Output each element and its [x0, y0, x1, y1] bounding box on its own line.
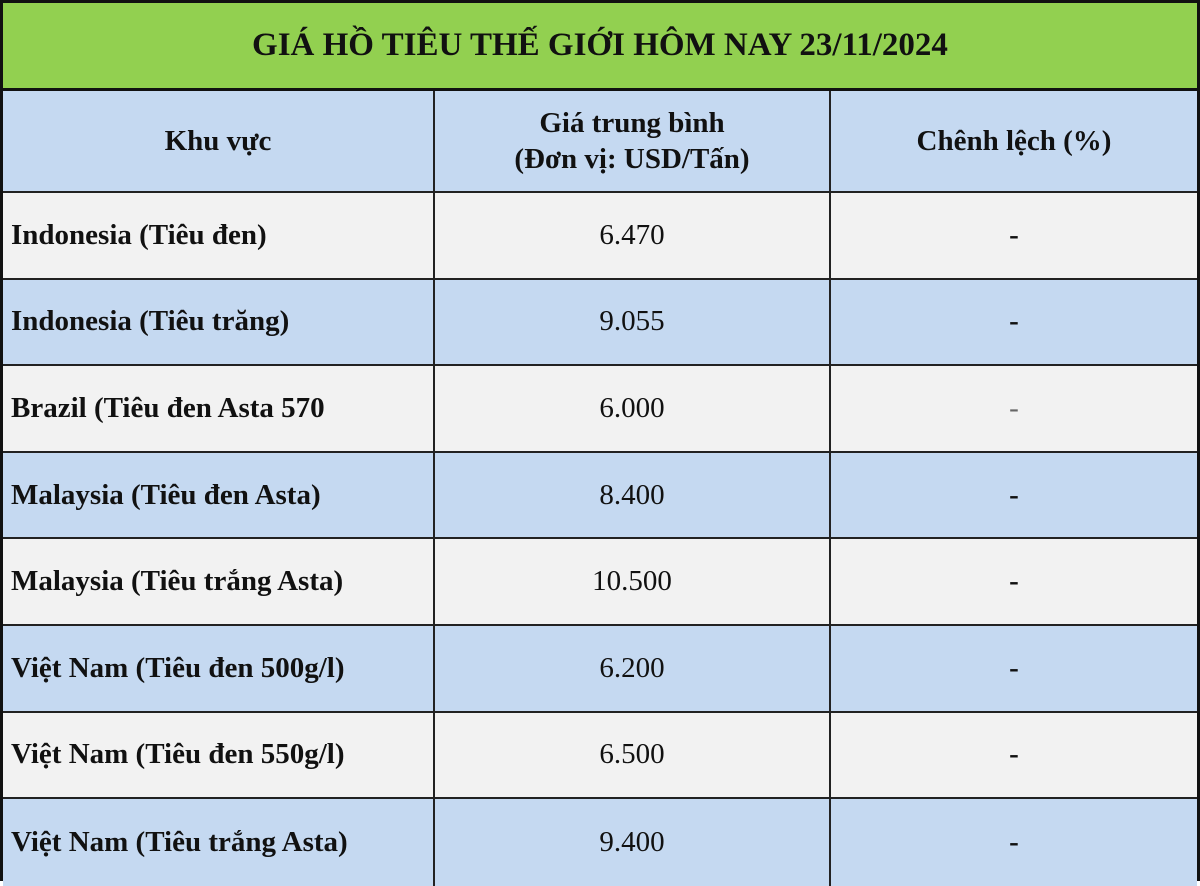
header-row: Khu vực Giá trung bình (Đơn vị: USD/Tấn)…: [3, 91, 1197, 193]
header-price-line2: (Đơn vị: USD/Tấn): [514, 143, 750, 175]
header-change: Chênh lệch (%): [916, 125, 1112, 157]
price-cell: 6.200: [435, 625, 831, 711]
region-cell: Indonesia (Tiêu trăng): [3, 279, 435, 365]
table-row: Malaysia (Tiêu trắng Asta) 10.500 -: [3, 539, 1197, 626]
region-cell: Malaysia (Tiêu đen Asta): [3, 452, 435, 538]
price-cell: 10.500: [435, 539, 831, 624]
table-row: Indonesia (Tiêu đen) 6.470 -: [3, 193, 1197, 280]
region-cell: Brazil (Tiêu đen Asta 570: [3, 366, 435, 451]
price-cell: 9.055: [435, 279, 831, 365]
table-row: Indonesia (Tiêu trăng) 9.055 -: [3, 279, 1197, 367]
region-cell: Indonesia (Tiêu đen): [3, 193, 435, 278]
change-cell: -: [1009, 825, 1019, 858]
change-cell: -: [1009, 391, 1019, 424]
header-price-line1: Giá trung bình: [539, 107, 725, 139]
price-cell: 6.500: [435, 712, 831, 798]
table-row: Việt Nam (Tiêu đen 500g/l) 6.200 -: [3, 625, 1197, 713]
price-cell: 9.400: [435, 799, 831, 886]
region-cell: Việt Nam (Tiêu đen 500g/l): [3, 625, 435, 711]
header-region: Khu vực: [3, 91, 435, 191]
table-row: Brazil (Tiêu đen Asta 570 6.000 -: [3, 366, 1197, 453]
change-cell: -: [1009, 218, 1019, 251]
table-title: GIÁ HỒ TIÊU THẾ GIỚI HÔM NAY 23/11/2024: [3, 3, 1197, 91]
change-cell: -: [1009, 738, 1019, 771]
header-price: Giá trung bình (Đơn vị: USD/Tấn): [435, 91, 831, 191]
change-cell: -: [1009, 651, 1019, 684]
table-row: Malaysia (Tiêu đen Asta) 8.400 -: [3, 452, 1197, 540]
change-cell: -: [1009, 305, 1019, 338]
price-cell: 8.400: [435, 452, 831, 538]
table-row: Việt Nam (Tiêu trắng Asta) 9.400 -: [3, 799, 1197, 886]
price-cell: 6.470: [435, 193, 831, 278]
region-cell: Việt Nam (Tiêu đen 550g/l): [3, 712, 435, 798]
change-cell: -: [1009, 478, 1019, 511]
change-cell: -: [1009, 565, 1019, 598]
price-cell: 6.000: [435, 366, 831, 451]
table-row: Việt Nam (Tiêu đen 550g/l) 6.500 -: [3, 712, 1197, 800]
region-cell: Malaysia (Tiêu trắng Asta): [3, 539, 435, 624]
region-cell: Việt Nam (Tiêu trắng Asta): [3, 799, 435, 886]
